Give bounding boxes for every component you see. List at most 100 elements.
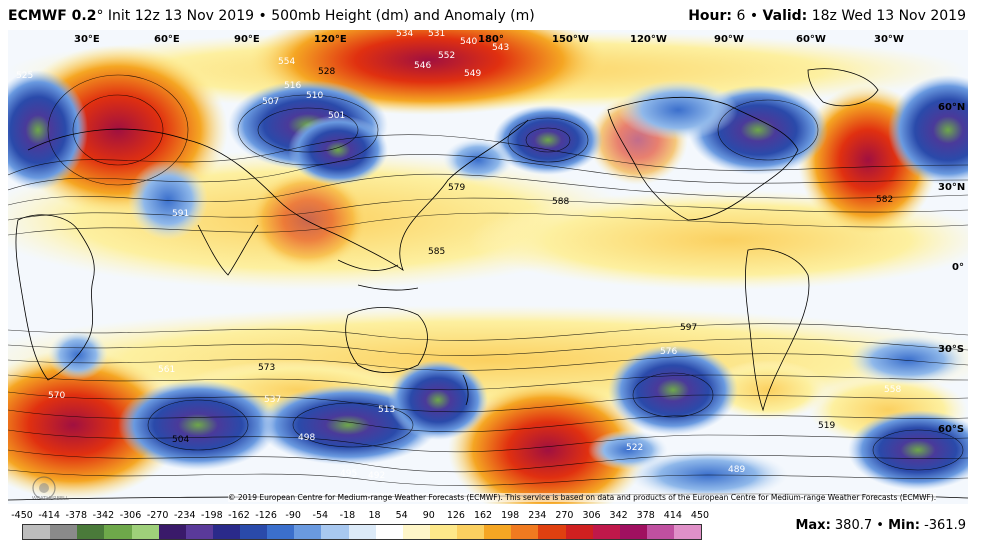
colorbar-swatch <box>429 525 457 539</box>
anomaly-colorbar: -450 -414 -378 -342 -306 -270 -234 -198 -162 -126… <box>8 508 710 544</box>
lon-label-60e: 60°E <box>154 34 180 45</box>
forecast-map[interactable]: 30°E 60°E 90°E 120°E 180° 150°W 120°W 90… <box>8 30 968 504</box>
colorbar-swatch <box>23 525 51 539</box>
contour-label: 582 <box>876 195 893 205</box>
contour-label: 552 <box>438 51 455 61</box>
colorbar-tick-label: -162 <box>228 510 250 521</box>
colorbar-swatch <box>402 525 430 539</box>
lon-label-120w: 120°W <box>630 34 667 45</box>
lat-label-0: 0° <box>952 262 964 273</box>
colorbar-swatch <box>538 525 566 539</box>
lon-label-30e: 30°E <box>74 34 100 45</box>
colorbar-tick-label: -18 <box>339 510 356 521</box>
colorbar-swatches <box>22 524 702 540</box>
contour-value-labels: 534 531 540 543 546 549 552 554 528 525 … <box>16 30 901 481</box>
lat-label-30n: 30°N <box>938 182 965 193</box>
contour-label: 534 <box>396 30 413 39</box>
colorbar-tick-label: -306 <box>119 510 142 521</box>
colorbar-tick-label: 18 <box>368 510 381 521</box>
contour-label: 549 <box>464 69 481 79</box>
valid-time: Hour: 6 • Valid: 18z Wed 13 Nov 2019 <box>688 8 966 24</box>
svg-text:WEATHERBELL: WEATHERBELL <box>32 496 69 502</box>
colorbar-swatch <box>267 525 295 539</box>
contour-label: 498 <box>298 433 315 443</box>
contour-label: 537 <box>264 395 281 405</box>
colorbar-swatch <box>185 525 213 539</box>
colorbar-tick-label: 198 <box>501 510 520 521</box>
colorbar-tick-label: 270 <box>555 510 574 521</box>
contour-label: 558 <box>884 385 901 395</box>
colorbar-tick-label: -234 <box>173 510 196 521</box>
colorbar-tick-label: -270 <box>146 510 169 521</box>
colorbar-swatch <box>321 525 349 539</box>
weatherbell-logo: WEATHERBELL <box>30 474 80 502</box>
contour-label: 507 <box>262 97 279 107</box>
colorbar-swatch <box>212 525 240 539</box>
contour-label: 576 <box>660 347 677 357</box>
copyright-notice: © 2019 European Centre for Medium-range … <box>228 493 937 502</box>
height-contours <box>8 74 968 486</box>
colorbar-swatch <box>77 525 105 539</box>
contour-label: 540 <box>460 37 477 47</box>
colorbar-swatch <box>375 525 403 539</box>
colorbar-tick-labels: -450 -414 -378 -342 -306 -270 -234 -198 -162 -126… <box>8 508 710 522</box>
contour-label: 546 <box>414 61 431 71</box>
colorbar-tick-label: 414 <box>663 510 682 521</box>
contour-label: 519 <box>818 421 835 431</box>
contour-label: 504 <box>172 435 189 445</box>
contour-label: 495 <box>340 469 357 479</box>
longitude-labels: 30°E 60°E 90°E 120°E 180° 150°W 120°W 90… <box>74 34 904 45</box>
colorbar-tick-label: 450 <box>690 510 710 521</box>
latitude-labels: 60°N 30°N 0° 30°S 60°S <box>938 102 965 435</box>
colorbar-tick-label: 306 <box>582 510 601 521</box>
contour-label: 570 <box>48 391 65 401</box>
contour-label: 525 <box>16 71 33 81</box>
contour-label: 510 <box>306 91 323 101</box>
colorbar-swatch <box>104 525 132 539</box>
contour-label: 516 <box>284 81 301 91</box>
contour-label: 561 <box>158 365 175 375</box>
lon-label-150w: 150°W <box>552 34 589 45</box>
colorbar-tick-label: -450 <box>11 510 33 521</box>
contour-label: 543 <box>492 43 509 53</box>
contour-label: 528 <box>318 67 335 77</box>
colorbar-tick-label: -126 <box>255 510 277 521</box>
colorbar-tick-label: 378 <box>636 510 655 521</box>
colorbar-swatch <box>158 525 186 539</box>
contour-label: 501 <box>328 111 345 121</box>
colorbar-tick-label: 126 <box>446 510 465 521</box>
colorbar-swatch <box>50 525 78 539</box>
map-svg: 30°E 60°E 90°E 120°E 180° 150°W 120°W 90… <box>8 30 968 504</box>
colorbar-tick-label: -378 <box>65 510 88 521</box>
colorbar-tick-label: 342 <box>609 510 628 521</box>
max-min-readout: Max: 380.7 • Min: -361.9 <box>795 518 966 533</box>
cold-anomaly-cores <box>8 70 968 500</box>
lon-label-120e: 120°E <box>314 34 347 45</box>
colorbar-swatch <box>348 525 376 539</box>
contour-label: 597 <box>680 323 697 333</box>
colorbar-swatch <box>592 525 620 539</box>
contour-label: 492 <box>368 471 385 481</box>
map-title: ECMWF 0.2° Init 12z 13 Nov 2019 • 500mb … <box>8 8 535 24</box>
colorbar-swatch <box>646 525 674 539</box>
header-bar: ECMWF 0.2° Init 12z 13 Nov 2019 • 500mb … <box>0 0 984 30</box>
colorbar-swatch <box>619 525 647 539</box>
colorbar-swatch <box>294 525 322 539</box>
colorbar-swatch <box>131 525 159 539</box>
contour-label: 531 <box>428 30 445 39</box>
colorbar-swatch <box>457 525 485 539</box>
colorbar-swatch <box>240 525 268 539</box>
lon-label-90w: 90°W <box>714 34 744 45</box>
contour-label: 579 <box>448 183 465 193</box>
lat-label-60n: 60°N <box>938 102 965 113</box>
colorbar-tick-label: 162 <box>473 510 493 521</box>
lon-label-90e: 90°E <box>234 34 260 45</box>
colorbar-tick-label: 90 <box>422 510 435 521</box>
colorbar-swatch <box>484 525 512 539</box>
contour-label: 554 <box>278 57 295 67</box>
colorbar-swatch <box>565 525 593 539</box>
lon-label-180: 180° <box>478 34 504 45</box>
colorbar-tick-label: -342 <box>92 510 115 521</box>
colorbar-tick-label: -90 <box>285 510 301 521</box>
lon-label-60w: 60°W <box>796 34 826 45</box>
